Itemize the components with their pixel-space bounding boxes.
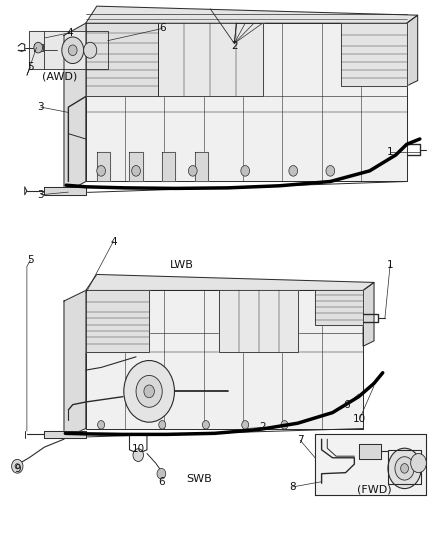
- Text: 2: 2: [259, 423, 266, 432]
- Ellipse shape: [133, 449, 144, 462]
- Polygon shape: [359, 445, 381, 459]
- Ellipse shape: [202, 421, 209, 429]
- Ellipse shape: [411, 454, 426, 473]
- Text: (FWD): (FWD): [357, 484, 391, 495]
- Polygon shape: [130, 152, 143, 182]
- Polygon shape: [64, 290, 86, 438]
- Ellipse shape: [124, 360, 174, 422]
- Polygon shape: [86, 23, 407, 182]
- Ellipse shape: [62, 37, 84, 63]
- Text: 6: 6: [344, 400, 350, 410]
- Polygon shape: [29, 31, 108, 69]
- Polygon shape: [407, 15, 418, 86]
- Text: 1: 1: [387, 147, 393, 157]
- Ellipse shape: [84, 42, 97, 58]
- Polygon shape: [34, 44, 42, 51]
- Text: 4: 4: [67, 28, 73, 38]
- Polygon shape: [195, 152, 208, 182]
- Ellipse shape: [157, 469, 166, 479]
- Polygon shape: [86, 290, 149, 351]
- Text: 7: 7: [297, 435, 304, 445]
- Polygon shape: [86, 6, 418, 23]
- Ellipse shape: [15, 464, 19, 469]
- Polygon shape: [86, 23, 158, 96]
- Polygon shape: [97, 152, 110, 182]
- Ellipse shape: [188, 166, 197, 176]
- Text: 9: 9: [14, 464, 21, 474]
- Text: 5: 5: [27, 62, 34, 72]
- Ellipse shape: [12, 459, 23, 473]
- Ellipse shape: [395, 457, 414, 480]
- Text: 2: 2: [231, 41, 237, 51]
- Polygon shape: [86, 290, 363, 429]
- Text: (AWD): (AWD): [42, 71, 77, 82]
- Polygon shape: [158, 23, 263, 96]
- Polygon shape: [315, 434, 426, 495]
- Text: 6: 6: [158, 477, 165, 487]
- Text: 10: 10: [353, 414, 366, 424]
- Ellipse shape: [401, 464, 409, 473]
- Ellipse shape: [68, 45, 77, 55]
- Ellipse shape: [326, 166, 335, 176]
- Polygon shape: [341, 23, 407, 86]
- Polygon shape: [64, 23, 86, 193]
- Ellipse shape: [388, 448, 421, 489]
- Text: 3: 3: [38, 190, 44, 200]
- Ellipse shape: [34, 42, 42, 53]
- Ellipse shape: [144, 385, 154, 398]
- Text: 10: 10: [132, 444, 145, 454]
- Text: 4: 4: [110, 237, 117, 247]
- Polygon shape: [315, 290, 363, 325]
- Polygon shape: [219, 290, 297, 351]
- Polygon shape: [363, 282, 374, 346]
- Ellipse shape: [98, 421, 105, 429]
- Ellipse shape: [159, 421, 166, 429]
- Text: SWB: SWB: [187, 474, 212, 484]
- Text: 5: 5: [27, 255, 34, 265]
- Polygon shape: [86, 274, 374, 290]
- Polygon shape: [44, 431, 86, 438]
- Ellipse shape: [97, 166, 106, 176]
- Text: 1: 1: [387, 260, 393, 270]
- Text: 3: 3: [38, 102, 44, 112]
- Text: 8: 8: [289, 482, 296, 492]
- Ellipse shape: [136, 375, 162, 407]
- Ellipse shape: [289, 166, 297, 176]
- Ellipse shape: [242, 421, 249, 429]
- Polygon shape: [162, 152, 175, 182]
- Text: 6: 6: [159, 23, 166, 34]
- Ellipse shape: [241, 166, 250, 176]
- Polygon shape: [44, 187, 86, 195]
- Ellipse shape: [281, 421, 288, 429]
- Text: LWB: LWB: [170, 260, 194, 270]
- Ellipse shape: [132, 166, 141, 176]
